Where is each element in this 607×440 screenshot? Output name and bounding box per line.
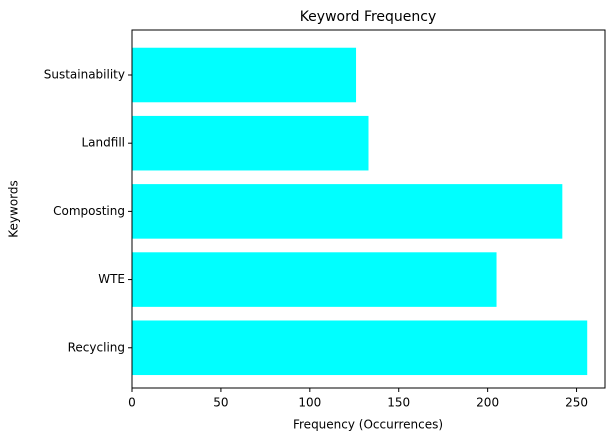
y-tick-label: Sustainability	[44, 68, 125, 82]
chart-title: Keyword Frequency	[300, 9, 437, 25]
bar	[132, 47, 357, 103]
x-tick-label: 200	[476, 396, 499, 410]
plot-frame	[131, 29, 606, 389]
y-tick-label: Composting	[53, 204, 125, 218]
x-tick-label: 100	[298, 396, 321, 410]
y-tick-label: WTE	[98, 272, 125, 286]
y-axis-label: Keywords	[7, 180, 21, 238]
x-tick-label: 250	[565, 396, 588, 410]
x-tick-label: 0	[128, 396, 136, 410]
y-tick-label: Landfill	[82, 136, 126, 150]
bar	[132, 184, 563, 239]
x-axis-label: Frequency (Occurrences)	[293, 418, 443, 432]
bar	[132, 320, 588, 376]
y-tick-label: Recycling	[68, 340, 125, 354]
bar	[132, 115, 369, 171]
bar	[132, 252, 497, 307]
x-tick-label: 150	[387, 396, 410, 410]
x-tick-label: 50	[213, 396, 228, 410]
